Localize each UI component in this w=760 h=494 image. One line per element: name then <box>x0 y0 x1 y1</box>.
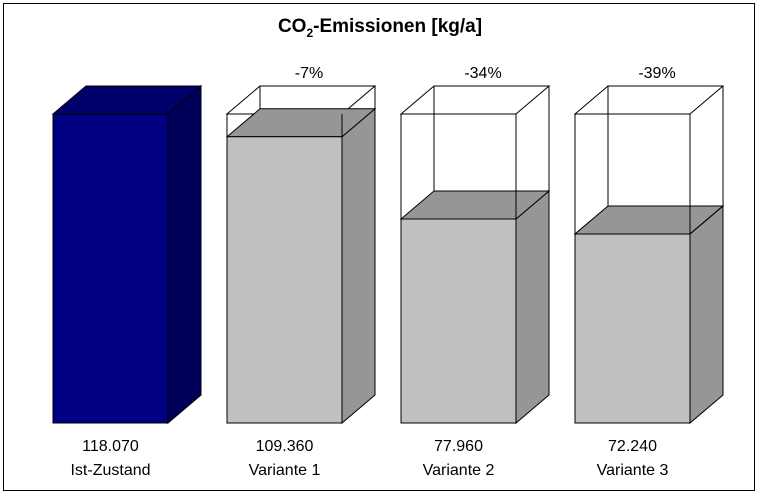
category-label-ist-zustand: Ist-Zustand <box>70 462 150 479</box>
category-label-variante-1: Variante 1 <box>249 462 321 479</box>
value-label-variante-2: 77.960 <box>434 438 483 455</box>
category-label-variante-2: Variante 2 <box>423 462 495 479</box>
bar-side-variante-3 <box>689 204 724 425</box>
bar-side-ist-zustand <box>167 84 202 425</box>
bar-variante-3 <box>574 233 691 424</box>
bar-side-variante-2 <box>515 189 550 425</box>
category-label-variante-3: Variante 3 <box>597 462 669 479</box>
reference-box-top-variante-3 <box>573 85 725 115</box>
value-label-variante-1: 109.360 <box>256 438 314 455</box>
change-label-variante-3: -39% <box>638 65 675 82</box>
bar-variante-2 <box>400 218 517 424</box>
chart-title: CO2-Emissionen [kg/a] <box>277 16 483 40</box>
value-label-ist-zustand: 118.070 <box>82 438 139 455</box>
bar-ist-zustand <box>52 113 169 424</box>
change-label-variante-1: -7% <box>295 65 323 82</box>
reference-box-top-variante-2 <box>399 85 551 115</box>
bar-variante-1 <box>226 136 343 424</box>
bar-side-variante-1 <box>341 107 376 425</box>
change-label-variante-2: -34% <box>464 65 501 82</box>
value-label-variante-3: 72.240 <box>608 438 657 455</box>
